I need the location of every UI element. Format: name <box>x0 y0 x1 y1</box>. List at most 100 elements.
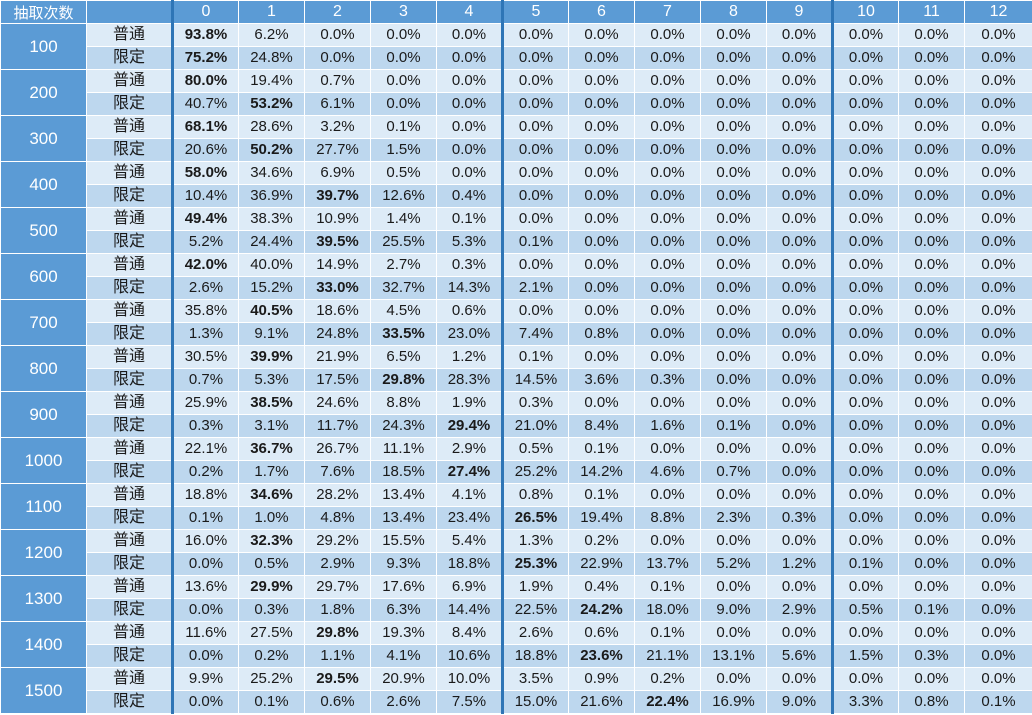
probability-cell: 0.0% <box>370 23 437 47</box>
probability-cell: 53.2% <box>238 92 305 116</box>
row-type-label: 限定 <box>86 552 173 576</box>
table-row: 限定 0.0% 0.5% 2.9% 9.3% 18.8% 25.3% 22.9% 13.7% 5.… <box>1 552 1032 576</box>
probability-cell: 27.5% <box>238 621 305 645</box>
row-type-label: 限定 <box>86 598 173 622</box>
probability-cell: 6.1% <box>304 92 371 116</box>
probability-cell: 36.9% <box>238 184 305 208</box>
probability-cell: 14.9% <box>304 253 371 277</box>
row-type-label: 普通 <box>86 115 173 139</box>
probability-cell: 5.2% <box>171 230 239 254</box>
row-type-label: 普通 <box>86 483 173 507</box>
probability-cell: 0.0% <box>898 391 965 415</box>
probability-cell: 1.0% <box>238 506 305 530</box>
column-header: 5 <box>501 0 569 24</box>
probability-cell: 1.9% <box>436 391 503 415</box>
probability-cell: 0.0% <box>568 276 635 300</box>
probability-cell: 0.0% <box>501 207 569 231</box>
table-row: 限定 1.3% 9.1% 24.8% 33.5% 23.0% 7.4% 0.8% 0.0% 0.0… <box>1 322 1032 346</box>
probability-cell: 39.9% <box>238 345 305 369</box>
probability-cell: 0.0% <box>898 345 965 369</box>
probability-cell: 8.8% <box>370 391 437 415</box>
probability-cell: 14.2% <box>568 460 635 484</box>
probability-cell: 0.0% <box>700 322 767 346</box>
probability-cell: 0.0% <box>501 138 569 162</box>
table-row: 限定 0.3% 3.1% 11.7% 24.3% 29.4% 21.0% 8.4% 1.6% 0.… <box>1 414 1032 438</box>
probability-cell: 0.0% <box>634 253 701 277</box>
probability-cell: 0.5% <box>370 161 437 185</box>
probability-cell: 0.0% <box>964 506 1032 530</box>
probability-cell: 0.0% <box>964 598 1032 622</box>
probability-cell: 0.0% <box>568 46 635 70</box>
probability-cell: 25.9% <box>171 391 239 415</box>
probability-cell: 0.0% <box>964 23 1032 47</box>
probability-cell: 13.7% <box>634 552 701 576</box>
probability-cell: 2.6% <box>171 276 239 300</box>
probability-cell: 0.0% <box>766 529 833 553</box>
probability-cell: 15.2% <box>238 276 305 300</box>
probability-cell: 0.0% <box>568 92 635 116</box>
probability-cell: 0.0% <box>831 161 899 185</box>
probability-cell: 24.4% <box>238 230 305 254</box>
column-header: 1 <box>238 0 305 24</box>
row-type-label: 普通 <box>86 345 173 369</box>
probability-cell: 40.5% <box>238 299 305 323</box>
probability-cell: 0.0% <box>568 299 635 323</box>
probability-cell: 0.0% <box>964 667 1032 691</box>
table-row: 600 普通 42.0% 40.0% 14.9% 2.7% 0.3% 0.0% 0.0% 0.0%… <box>0 253 1032 300</box>
probability-cell: 0.0% <box>831 46 899 70</box>
probability-cell: 6.9% <box>436 575 503 599</box>
probability-cell: 0.1% <box>634 575 701 599</box>
probability-cell: 0.0% <box>831 529 899 553</box>
probability-cell: 0.1% <box>634 621 701 645</box>
draw-count-label: 1200 <box>0 529 87 576</box>
probability-cell: 93.8% <box>171 23 239 47</box>
probability-cell: 0.0% <box>436 69 503 93</box>
probability-cell: 0.0% <box>700 621 767 645</box>
table-row: 限定 5.2% 24.4% 39.5% 25.5% 5.3% 0.1% 0.0% 0.0% 0.0… <box>1 230 1032 254</box>
probability-cell: 0.0% <box>171 644 239 668</box>
probability-cell: 9.0% <box>766 690 833 714</box>
probability-cell: 20.9% <box>370 667 437 691</box>
probability-cell: 1.2% <box>766 552 833 576</box>
probability-cell: 29.4% <box>436 414 503 438</box>
probability-cell: 0.0% <box>766 414 833 438</box>
probability-cell: 0.1% <box>501 345 569 369</box>
probability-cell: 0.0% <box>831 253 899 277</box>
probability-cell: 0.0% <box>964 460 1032 484</box>
probability-cell: 0.0% <box>766 276 833 300</box>
probability-cell: 11.1% <box>370 437 437 461</box>
probability-cell: 40.0% <box>238 253 305 277</box>
probability-cell: 0.0% <box>634 184 701 208</box>
probability-cell: 4.6% <box>634 460 701 484</box>
probability-cell: 0.0% <box>634 391 701 415</box>
probability-cell: 0.0% <box>898 414 965 438</box>
probability-cell: 0.0% <box>436 138 503 162</box>
probability-cell: 0.0% <box>964 552 1032 576</box>
probability-cell: 0.0% <box>898 92 965 116</box>
probability-cell: 0.0% <box>436 46 503 70</box>
probability-cell: 14.3% <box>436 276 503 300</box>
probability-cell: 0.0% <box>700 368 767 392</box>
probability-cell: 0.0% <box>831 483 899 507</box>
probability-cell: 3.3% <box>831 690 899 714</box>
draw-count-label: 900 <box>0 391 87 438</box>
probability-cell: 21.9% <box>304 345 371 369</box>
row-type-label: 普通 <box>86 253 173 277</box>
probability-cell: 19.4% <box>238 69 305 93</box>
probability-cell: 24.2% <box>568 598 635 622</box>
row-type-label: 普通 <box>86 207 173 231</box>
probability-cell: 18.8% <box>501 644 569 668</box>
probability-cell: 0.0% <box>766 345 833 369</box>
probability-cell: 5.3% <box>238 368 305 392</box>
probability-cell: 0.0% <box>171 690 239 714</box>
probability-cell: 2.9% <box>436 437 503 461</box>
probability-cell: 32.3% <box>238 529 305 553</box>
probability-cell: 0.0% <box>831 23 899 47</box>
probability-cell: 0.0% <box>964 46 1032 70</box>
draw-count-label: 1400 <box>0 621 87 668</box>
row-type-label: 限定 <box>86 92 173 116</box>
probability-cell: 8.8% <box>634 506 701 530</box>
probability-cell: 22.5% <box>501 598 569 622</box>
probability-cell: 29.5% <box>304 667 371 691</box>
probability-cell: 0.0% <box>634 299 701 323</box>
